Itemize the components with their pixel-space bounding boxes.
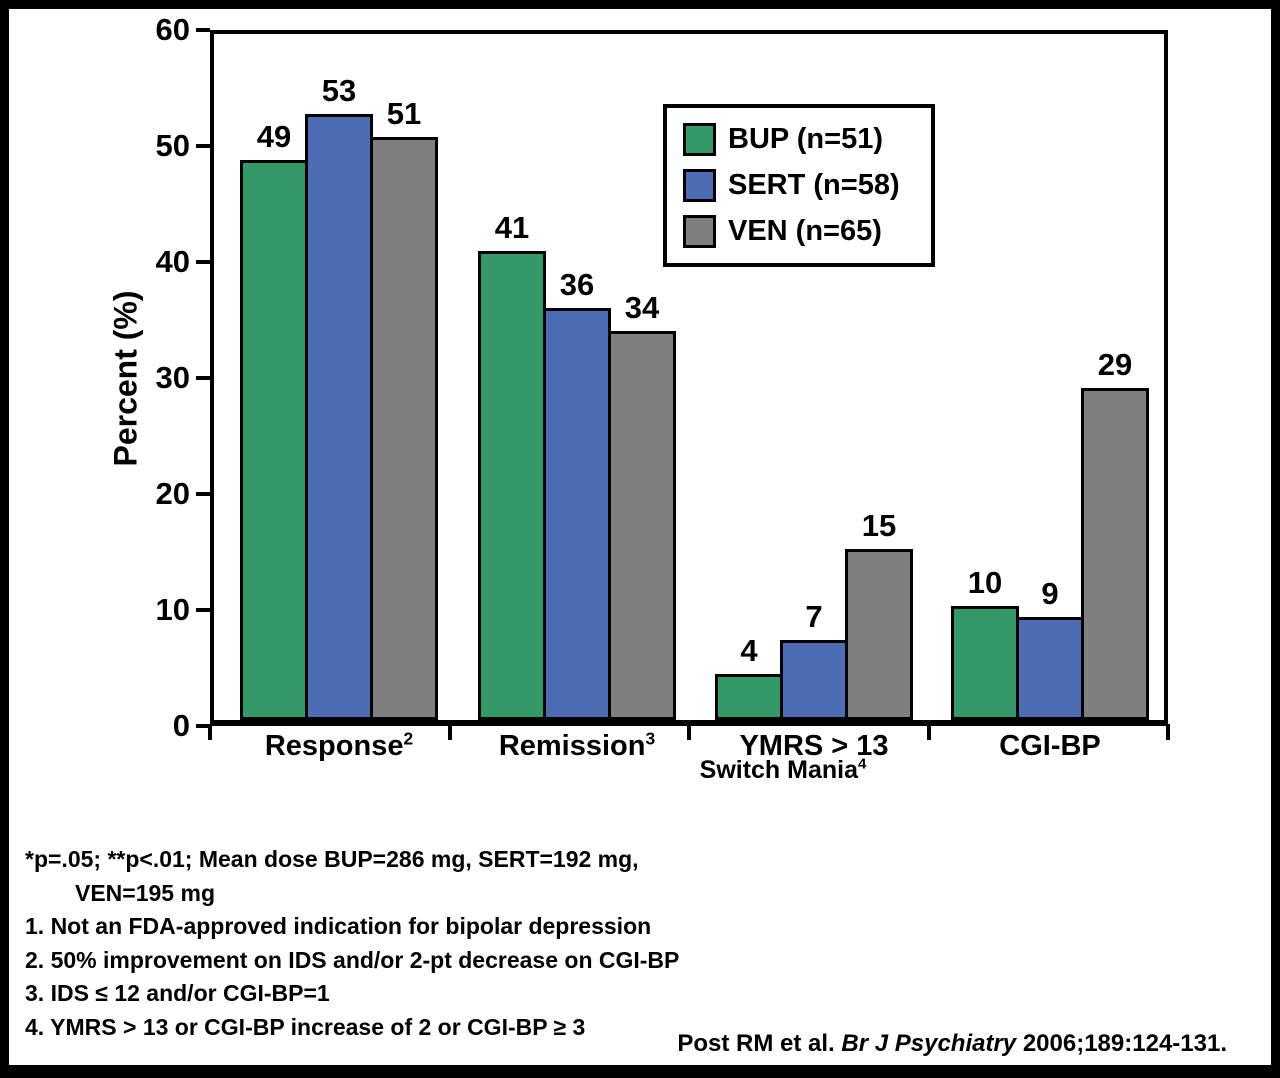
y-tick-label: 60 xyxy=(155,12,190,47)
bar-slot: 34 xyxy=(608,34,676,720)
x-tick-label-sup: 2 xyxy=(403,728,414,749)
bar-value-label: 7 xyxy=(805,598,823,634)
x-axis-sublabel: Switch Mania4 xyxy=(700,756,867,785)
citation-prefix: Post RM et al. xyxy=(677,1030,842,1057)
x-axis-boundary-tick xyxy=(1166,724,1170,740)
legend: BUP (n=51) SERT (n=58) VEN (n=65) xyxy=(663,104,935,267)
legend-item: VEN (n=65) xyxy=(683,211,915,252)
bar-value-label: 4 xyxy=(740,633,758,669)
y-tick-mark xyxy=(196,376,210,380)
legend-label: VEN (n=65) xyxy=(728,215,882,247)
bar-slot: 4 xyxy=(715,34,783,720)
footnote-line: 1. Not an FDA-approved indication for bi… xyxy=(25,913,652,939)
bar xyxy=(305,114,373,720)
bar xyxy=(608,331,676,720)
y-tick-mark xyxy=(196,260,210,265)
x-axis-boundary-tick xyxy=(687,724,691,740)
y-tick-mark xyxy=(196,724,210,728)
bar xyxy=(370,136,438,720)
y-tick-mark xyxy=(196,144,210,148)
y-tick-label: 30 xyxy=(155,360,190,395)
footnote-line: 3. IDS ≤ 12 and/or CGI-BP=1 xyxy=(25,980,330,1006)
citation-journal: Br J Psychiatry xyxy=(841,1030,1017,1057)
footnote-line: 2. 50% improvement on IDS and/or 2-pt de… xyxy=(25,946,680,973)
y-tick-label: 20 xyxy=(155,476,190,512)
bar-value-label: 9 xyxy=(1041,576,1059,612)
bar-slot: 15 xyxy=(845,34,913,720)
bar-group: 41 36 34 xyxy=(478,34,676,720)
x-tick-label-text: CGI-BP xyxy=(999,730,1101,762)
x-axis-tick-labels: Response2 Remission3 YMRS > 13 CGI-BP xyxy=(210,728,1168,771)
bar xyxy=(478,251,546,720)
bar-value-label: 34 xyxy=(624,290,660,326)
y-axis-tick-labels: 0 10 20 30 40 50 60 xyxy=(90,13,190,743)
x-axis-tick-marks xyxy=(208,724,1170,740)
citation: Post RM et al. Br J Psychiatry 2006;189:… xyxy=(677,1030,1227,1058)
legend-item: BUP (n=51) xyxy=(683,119,915,160)
x-axis-boundary-tick xyxy=(926,724,931,740)
bar xyxy=(1081,388,1149,720)
x-tick-label-text: YMRS > 13 xyxy=(739,730,889,762)
citation-suffix: 2006;189:124-131. xyxy=(1016,1030,1227,1057)
bar xyxy=(780,639,848,720)
legend-swatch xyxy=(683,215,716,248)
bar-value-label: 53 xyxy=(321,73,357,109)
bar-group: 10 9 29 xyxy=(951,34,1149,720)
bar-slot: 49 xyxy=(240,34,308,720)
bar-value-label: 36 xyxy=(559,267,595,303)
bar-value-label: 29 xyxy=(1097,347,1133,383)
bar-group: 4 7 15 xyxy=(715,34,913,720)
bar-slot: 29 xyxy=(1081,34,1149,720)
x-tick-label-text: Remission xyxy=(498,730,646,762)
bar-value-label: 49 xyxy=(256,118,292,154)
bar-slot: 36 xyxy=(543,34,611,720)
bar-value-label: 15 xyxy=(861,507,897,543)
x-axis-sublabel-sup: 4 xyxy=(858,755,867,773)
y-tick-label: 10 xyxy=(155,592,190,628)
x-tick-label: Remission3 xyxy=(498,728,656,763)
footnote-line: 4. YMRS > 13 or CGI-BP increase of 2 or … xyxy=(25,1013,586,1040)
bar-value-label: 41 xyxy=(494,210,530,246)
bar-slot: 7 xyxy=(780,34,848,720)
bar-slot: 51 xyxy=(370,34,438,720)
legend-swatch xyxy=(683,169,716,202)
y-tick-mark xyxy=(196,492,210,497)
bar-value-label: 10 xyxy=(967,564,1003,600)
bar-slot: 53 xyxy=(305,34,373,720)
footnotes: *p=.05; **p<.01; Mean dose BUP=286 mg, S… xyxy=(25,843,925,1044)
bar xyxy=(951,605,1019,720)
legend-label: BUP (n=51) xyxy=(728,123,883,155)
x-tick-label-text: Response xyxy=(264,730,404,762)
y-tick-mark xyxy=(196,28,210,32)
x-tick-label-sup: 3 xyxy=(645,728,656,749)
bar xyxy=(1016,617,1084,720)
x-tick-label: YMRS > 13 xyxy=(739,730,889,763)
y-tick-label: 0 xyxy=(172,708,190,743)
y-tick-label: 50 xyxy=(155,128,190,163)
x-tick-label: Response2 xyxy=(264,728,414,763)
bar xyxy=(715,674,783,720)
legend-item: SERT (n=58) xyxy=(683,165,915,206)
bar-slot: 41 xyxy=(478,34,546,720)
x-axis-boundary-tick xyxy=(447,724,452,740)
legend-swatch xyxy=(683,123,716,156)
bar-value-label: 51 xyxy=(386,95,422,131)
x-axis-boundary-tick xyxy=(208,724,212,740)
x-axis-sublabel-text: Switch Mania xyxy=(699,756,859,784)
y-tick-mark xyxy=(196,608,210,613)
bar xyxy=(845,548,913,720)
bar xyxy=(543,308,611,720)
y-axis-tick-marks xyxy=(196,28,210,728)
bar-group: 49 53 51 xyxy=(240,34,438,720)
x-tick-label: CGI-BP xyxy=(999,730,1101,763)
footnote-line: VEN=195 mg xyxy=(75,879,215,906)
bar xyxy=(240,159,308,720)
legend-label: SERT (n=58) xyxy=(728,169,900,201)
footnote-line: *p=.05; **p<.01; Mean dose BUP=286 mg, S… xyxy=(25,846,639,872)
y-tick-label: 40 xyxy=(155,244,190,280)
